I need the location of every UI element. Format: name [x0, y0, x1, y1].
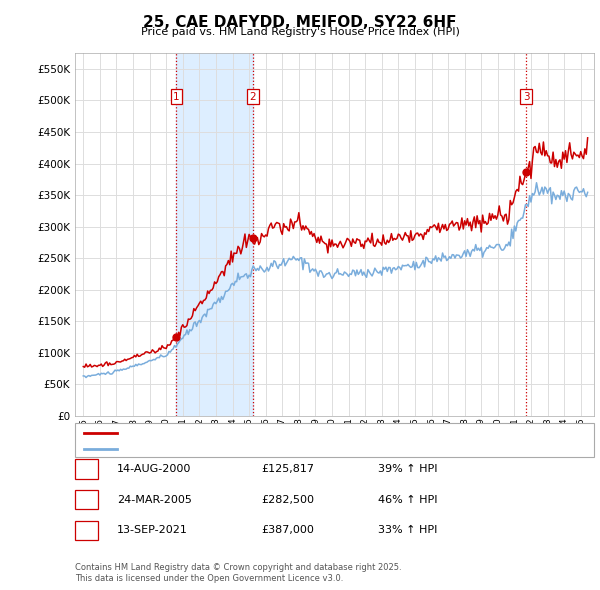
Text: 2: 2	[83, 495, 90, 504]
Text: 25, CAE DAFYDD, MEIFOD, SY22 6HF (detached house): 25, CAE DAFYDD, MEIFOD, SY22 6HF (detach…	[123, 428, 409, 438]
Text: HPI: Average price, detached house, Powys: HPI: Average price, detached house, Powy…	[123, 444, 348, 454]
Text: £387,000: £387,000	[261, 526, 314, 535]
Text: 1: 1	[173, 91, 180, 101]
Text: 2: 2	[250, 91, 256, 101]
Text: £282,500: £282,500	[261, 495, 314, 504]
Text: 46% ↑ HPI: 46% ↑ HPI	[378, 495, 437, 504]
Text: 39% ↑ HPI: 39% ↑ HPI	[378, 464, 437, 474]
Text: Price paid vs. HM Land Registry's House Price Index (HPI): Price paid vs. HM Land Registry's House …	[140, 27, 460, 37]
Text: 25, CAE DAFYDD, MEIFOD, SY22 6HF: 25, CAE DAFYDD, MEIFOD, SY22 6HF	[143, 15, 457, 30]
Text: £125,817: £125,817	[261, 464, 314, 474]
Text: 24-MAR-2005: 24-MAR-2005	[117, 495, 192, 504]
Text: 14-AUG-2000: 14-AUG-2000	[117, 464, 191, 474]
Bar	[176, 53, 253, 416]
Text: 3: 3	[83, 526, 90, 535]
Text: 1: 1	[83, 464, 90, 474]
Text: Contains HM Land Registry data © Crown copyright and database right 2025.
This d: Contains HM Land Registry data © Crown c…	[75, 563, 401, 583]
Text: 3: 3	[523, 91, 529, 101]
Text: 33% ↑ HPI: 33% ↑ HPI	[378, 526, 437, 535]
Text: 13-SEP-2021: 13-SEP-2021	[117, 526, 188, 535]
